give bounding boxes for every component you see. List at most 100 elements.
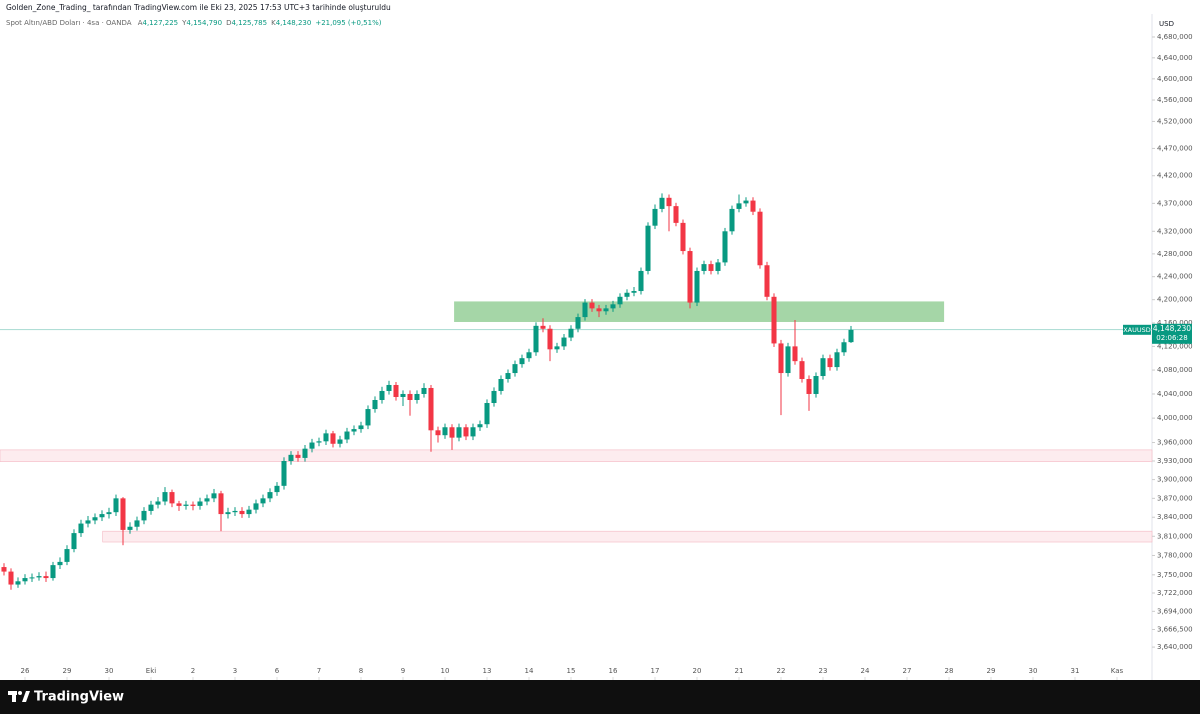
- y-tick-label: 4,000,000: [1157, 414, 1193, 422]
- candle-body: [316, 441, 322, 443]
- candle-body: [624, 292, 630, 297]
- y-tick-label: 3,666,500: [1157, 625, 1193, 633]
- y-tick-label: 3,640,000: [1157, 643, 1193, 651]
- candle-body: [57, 561, 63, 566]
- x-tick-label: 28: [945, 667, 954, 675]
- ohlc-key: Y: [181, 19, 187, 27]
- y-tick-label: 4,420,000: [1157, 172, 1193, 180]
- y-tick-label: 4,640,000: [1157, 54, 1193, 62]
- x-tick-label: Kas: [1111, 667, 1124, 675]
- y-tick-label: 4,370,000: [1157, 199, 1193, 207]
- candle-body: [162, 492, 168, 502]
- candle-body: [204, 498, 210, 502]
- x-tick-label: 24: [861, 667, 870, 675]
- candle-body: [134, 520, 140, 527]
- candle-body: [701, 264, 707, 271]
- candle-body: [148, 504, 154, 511]
- x-tick-label: 17: [651, 667, 660, 675]
- candle-body: [358, 425, 364, 430]
- y-tick-label: 3,930,000: [1157, 457, 1193, 465]
- candle-body: [652, 208, 658, 226]
- candle-body: [722, 231, 728, 263]
- candle-body: [645, 225, 651, 271]
- tv-logo: [8, 691, 30, 702]
- candle-body: [365, 409, 371, 426]
- candle-body: [78, 523, 84, 534]
- x-tick-label: 20: [693, 667, 702, 675]
- x-tick-label: 6: [275, 667, 280, 675]
- candle-body: [99, 514, 105, 518]
- candle-body: [610, 304, 616, 309]
- candle-body: [680, 222, 686, 252]
- candle-body: [267, 492, 273, 499]
- x-tick-label: 31: [1071, 667, 1080, 675]
- candle-body: [22, 578, 28, 582]
- candle-body: [477, 424, 483, 428]
- attribution: Golden_Zone_Trading_ tarafından TradingV…: [6, 3, 391, 12]
- candle-body: [554, 346, 560, 350]
- x-tick-label: 23: [819, 667, 828, 675]
- x-tick-label: 15: [567, 667, 576, 675]
- x-tick-label: 7: [317, 667, 321, 675]
- candle-body: [631, 291, 637, 293]
- y-tick-label: 4,560,000: [1157, 96, 1193, 104]
- candle-body: [498, 379, 504, 391]
- candle-body: [351, 429, 357, 432]
- candle-body: [617, 296, 623, 305]
- y-tick-label: 4,120,000: [1157, 342, 1193, 350]
- candle-body: [666, 197, 672, 207]
- candle-body: [253, 503, 259, 510]
- y-tick-label: 3,810,000: [1157, 532, 1193, 540]
- candle-body: [820, 358, 826, 377]
- candle-body: [750, 200, 756, 212]
- x-tick-label: 16: [609, 667, 618, 675]
- candle-body: [400, 393, 406, 397]
- candle-body: [540, 325, 546, 329]
- candle-body: [246, 509, 252, 515]
- candle-body: [407, 393, 413, 400]
- x-tick-label: 9: [401, 667, 405, 675]
- candle-body: [743, 200, 749, 204]
- candle-body: [92, 517, 98, 521]
- y-tick-label: 4,040,000: [1157, 390, 1193, 398]
- zone: [102, 530, 1153, 543]
- candle-body: [729, 208, 735, 232]
- candle-body: [575, 317, 581, 329]
- candle-body: [435, 430, 441, 436]
- candle-body: [169, 492, 175, 504]
- candle-body: [36, 576, 42, 578]
- candle-body: [211, 493, 217, 499]
- candle-body: [813, 376, 819, 394]
- candle-body: [470, 427, 476, 437]
- candle-body: [120, 498, 126, 530]
- x-tick-label: 13: [483, 667, 492, 675]
- y-tick-label: 4,160,000: [1157, 319, 1193, 327]
- candle-body: [71, 533, 77, 550]
- x-tick-label: 29: [987, 667, 996, 675]
- candle-body: [442, 427, 448, 436]
- candle-body: [85, 520, 91, 524]
- ohlc-key: D: [226, 19, 231, 27]
- y-tick-label: 4,470,000: [1157, 144, 1193, 152]
- candle-body: [155, 501, 161, 505]
- ohlc-key: K: [271, 19, 276, 27]
- candle-body: [834, 352, 840, 368]
- y-tick-label: 3,900,000: [1157, 476, 1193, 484]
- candle-body: [526, 352, 532, 359]
- x-tick-label: 30: [105, 667, 114, 675]
- x-tick-label: 2: [191, 667, 195, 675]
- x-tick-label: 30: [1029, 667, 1038, 675]
- currency: USD: [1159, 20, 1174, 28]
- candle-body: [260, 498, 266, 504]
- footer: [0, 680, 1200, 714]
- ohlc-key: A: [138, 19, 143, 27]
- candle-body: [736, 203, 742, 209]
- ohlc-value: 4,148,230: [276, 19, 312, 27]
- y-tick-label: 3,840,000: [1157, 513, 1193, 521]
- y-tick-label: 4,520,000: [1157, 117, 1193, 125]
- candle-body: [232, 510, 238, 513]
- x-tick-label: 22: [777, 667, 786, 675]
- zone: [454, 301, 945, 322]
- candle-body: [1, 567, 7, 572]
